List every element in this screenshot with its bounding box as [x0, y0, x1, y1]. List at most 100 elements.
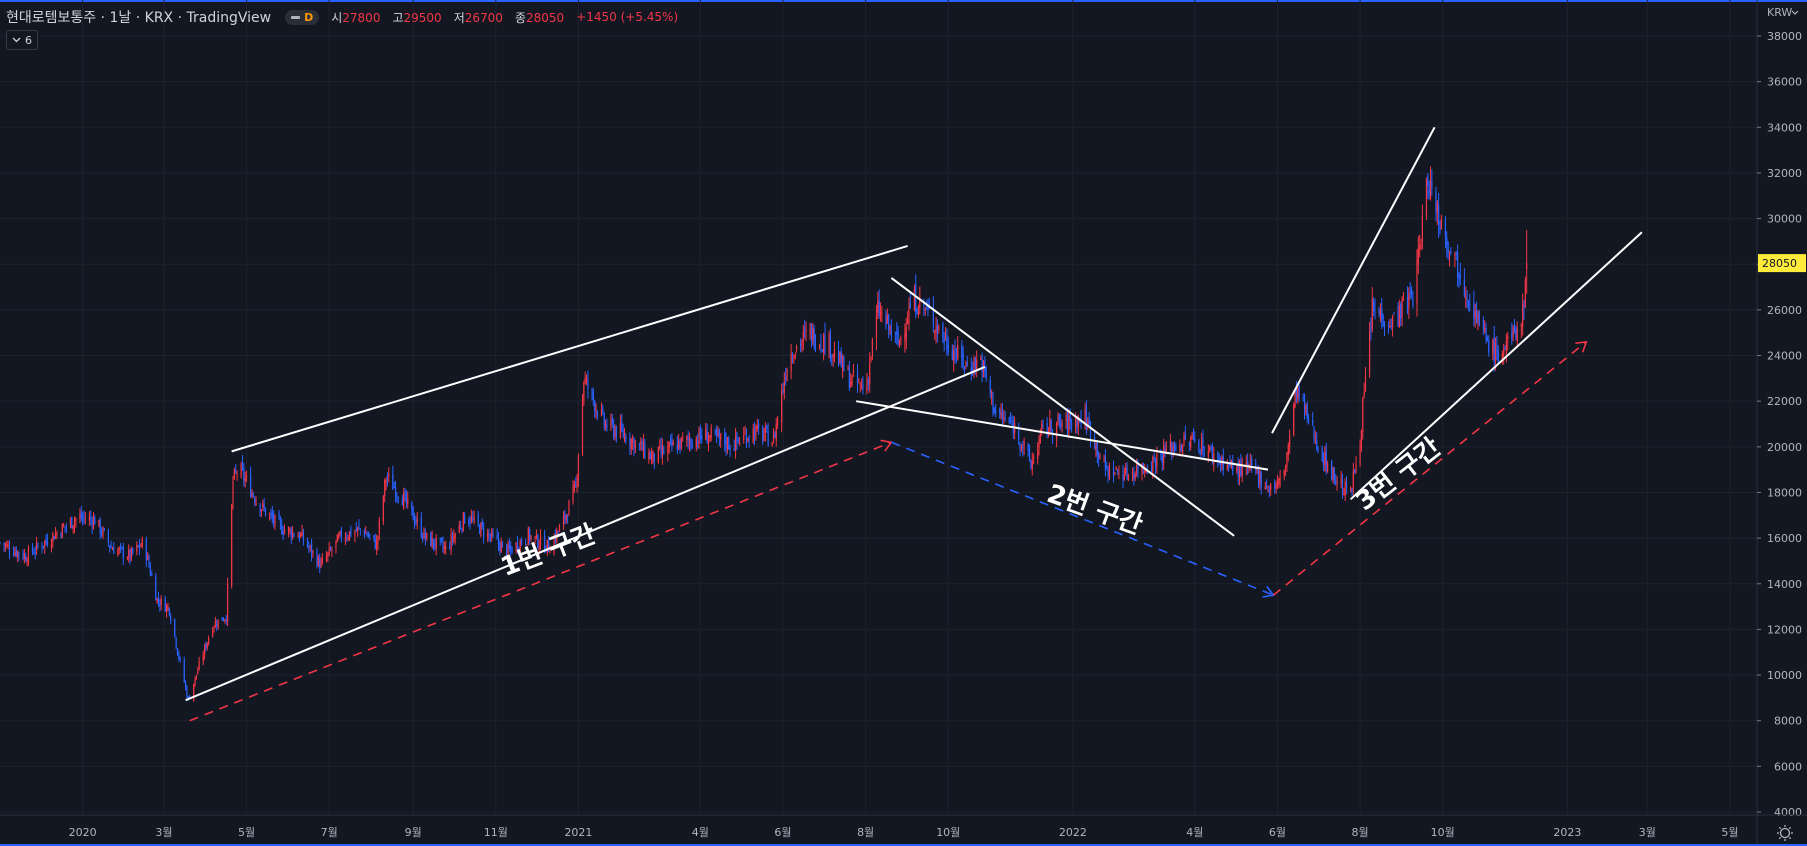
candle-body — [472, 518, 474, 520]
indicators-toggle[interactable]: 6 — [6, 30, 38, 50]
candle-body — [178, 652, 180, 659]
candle-body — [149, 565, 151, 575]
interval-badge[interactable]: D — [285, 9, 320, 25]
candle-body — [1076, 420, 1078, 429]
candle-body — [1164, 447, 1166, 454]
candle-body — [1135, 466, 1138, 471]
candle-body — [894, 332, 897, 334]
candle-body — [1088, 419, 1090, 425]
candle-body — [915, 285, 917, 313]
candle-body — [1098, 452, 1100, 459]
candle-body — [1321, 447, 1323, 462]
candle-body — [441, 538, 443, 542]
candle-body — [1049, 417, 1051, 433]
candle-body — [1028, 448, 1031, 462]
price-tick-label: 20000 — [1767, 441, 1802, 454]
candle-body — [667, 446, 669, 454]
time-axis[interactable]: 2020 3월 5월 7월 9월 11월 2021 4월 6월 8월 10월 2022 4월 6월 8월 10… — [0, 814, 1807, 839]
candle-body — [37, 544, 39, 547]
candle-body — [492, 533, 494, 535]
candle-body — [1478, 311, 1480, 325]
candle-body — [1454, 253, 1456, 256]
candle-body — [1267, 491, 1269, 493]
candle-body — [1397, 311, 1399, 326]
candle-body — [454, 533, 456, 539]
candle-body — [1485, 327, 1487, 341]
candle-body — [843, 357, 845, 372]
candle-body — [1042, 420, 1044, 422]
candle-body — [18, 552, 20, 555]
candle-body — [309, 545, 311, 547]
projection-arrow-3 — [1272, 341, 1587, 596]
candle-body — [1402, 298, 1405, 301]
candle-body — [697, 441, 699, 444]
candle-body — [22, 552, 24, 559]
candle-body — [1284, 466, 1287, 468]
candle-body — [1152, 457, 1154, 471]
trendline-5 — [1271, 126, 1436, 434]
candle-body — [184, 682, 187, 687]
candle-body — [480, 522, 482, 536]
candle-body — [758, 423, 760, 429]
candle-body — [245, 476, 248, 478]
candle-body — [72, 525, 74, 530]
candle-body — [530, 535, 532, 540]
candle-body — [328, 547, 330, 554]
candle-body — [491, 531, 493, 537]
candle-body — [217, 619, 219, 629]
candle-body — [392, 474, 394, 490]
candle-body — [705, 428, 707, 440]
candle-body — [147, 555, 149, 560]
candle-body — [783, 380, 785, 393]
candle-body — [1116, 469, 1119, 473]
candle-body — [331, 549, 333, 551]
candle-body — [1505, 341, 1507, 354]
candle-body — [117, 549, 119, 556]
candle-body — [1192, 437, 1195, 439]
section-label-3: 3번 구간 — [1350, 432, 1446, 517]
candle-body — [1061, 424, 1063, 427]
candle-body — [1294, 391, 1296, 407]
candle-body — [198, 661, 200, 670]
candle-body — [553, 536, 555, 554]
candle-body — [61, 524, 63, 539]
candle-body — [585, 378, 588, 381]
candle-body — [293, 533, 295, 537]
settings-gear-icon[interactable] — [1777, 825, 1793, 841]
candle-body — [847, 368, 849, 370]
candle-body — [27, 547, 30, 563]
candle-body — [6, 544, 8, 547]
candle-body — [1503, 349, 1505, 356]
candle-body — [966, 362, 968, 367]
symbol-title[interactable]: 현대로템보통주 · 1날 · KRX · TradingView — [6, 10, 272, 26]
candle-body — [596, 411, 599, 416]
price-axis[interactable]: 4000 6000 8000 10000 12000 14000 16000 18000 200… — [1756, 0, 1802, 846]
candle-body — [483, 527, 485, 537]
candle-body — [31, 546, 34, 553]
candle-body — [434, 543, 436, 547]
candle-body — [1270, 483, 1272, 490]
chevron-down-icon — [12, 37, 21, 43]
candle-body — [449, 546, 451, 548]
time-tick-label: 5월 — [1721, 826, 1738, 839]
candle-body — [840, 351, 842, 367]
candle-body — [1257, 466, 1260, 484]
candle-body — [270, 511, 272, 515]
candle-body — [88, 516, 91, 521]
chevron-down-icon[interactable] — [1791, 10, 1799, 15]
candle-body — [489, 536, 491, 538]
candle-body — [652, 450, 654, 458]
time-tick-label: 7월 — [321, 826, 338, 839]
candle-body — [1172, 445, 1174, 451]
candle-body — [1260, 472, 1262, 488]
candle-body — [279, 520, 282, 523]
currency-label[interactable]: KRW — [1767, 6, 1792, 19]
candle-body — [1436, 202, 1438, 214]
price-tick-label: 36000 — [1767, 76, 1802, 89]
candle-body — [426, 532, 428, 538]
candle-body — [1038, 438, 1040, 449]
candle-body — [875, 314, 878, 339]
candle-body — [1447, 242, 1449, 253]
candle-body — [1477, 314, 1479, 321]
